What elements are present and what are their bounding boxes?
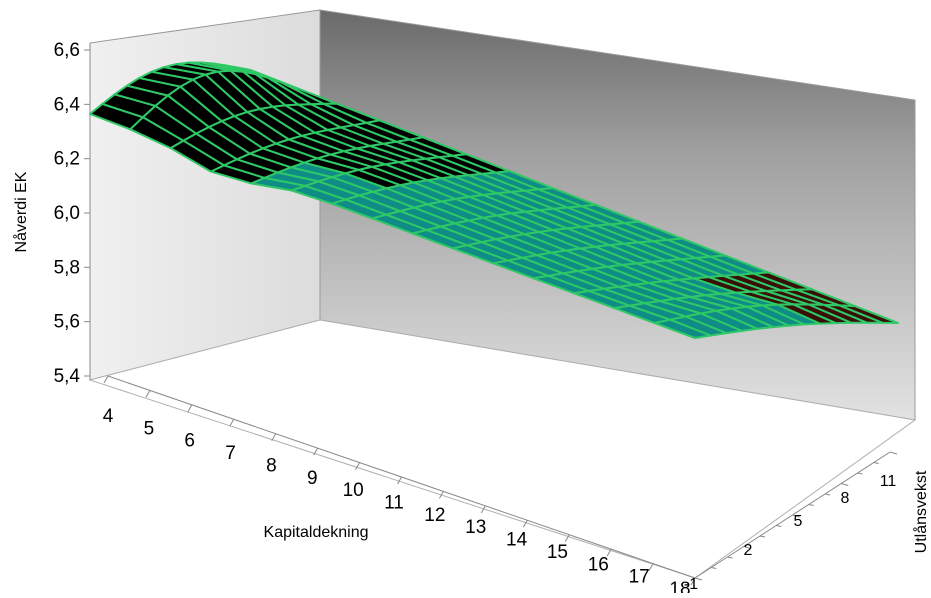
x-tick-label: 16 xyxy=(588,554,609,575)
y-tick-mark xyxy=(694,577,703,581)
y-minor-tick xyxy=(711,567,717,569)
y-tick-mark xyxy=(889,451,898,455)
y-axis-ticks: -1 2 5 8 11 xyxy=(684,451,898,593)
x-tick-mark xyxy=(145,390,151,398)
x-tick-mark xyxy=(187,404,193,413)
x-tick-mark xyxy=(438,491,444,499)
z-tick-label: 6,2 xyxy=(54,149,80,170)
y-axis-title: Utlånsvekst xyxy=(912,470,930,553)
y-minor-tick xyxy=(873,462,879,464)
x-tick-label: 8 xyxy=(266,455,277,476)
z-tick-label: 5,8 xyxy=(54,257,80,278)
y-tick-label: 8 xyxy=(841,490,850,507)
y-tick-mark xyxy=(792,514,800,518)
y-tick-label: 11 xyxy=(880,473,897,490)
y-tick-label: 2 xyxy=(744,542,753,559)
y-tick-mark xyxy=(841,483,849,486)
z-tick-label: 5,4 xyxy=(54,366,81,387)
x-tick-label: 17 xyxy=(629,567,650,588)
x-tick-mark xyxy=(103,375,109,384)
y-tick-label: -1 xyxy=(684,576,698,593)
x-tick-label: 14 xyxy=(506,530,528,551)
x-tick-label: 7 xyxy=(225,443,236,464)
floor xyxy=(88,319,917,579)
y-minor-tick xyxy=(824,493,831,496)
surface-mesh xyxy=(89,61,899,339)
x-axis-title: Kapitaldekning xyxy=(264,524,369,541)
x-tick-label: 5 xyxy=(144,418,155,439)
y-tick-mark xyxy=(743,546,751,549)
y-minor-tick xyxy=(759,535,766,538)
y-minor-tick xyxy=(727,556,733,559)
z-tick-label: 5,6 xyxy=(54,312,80,333)
y-minor-tick xyxy=(776,525,782,527)
x-tick-mark xyxy=(690,577,696,586)
z-axis-ticks: 6,6 6,4 6,2 6,0 5,8 5,6 5,4 xyxy=(54,40,90,387)
x-tick-mark xyxy=(397,476,402,485)
x-tick-mark xyxy=(648,563,654,571)
x-tick-label: 9 xyxy=(307,468,318,489)
x-tick-mark xyxy=(271,433,277,441)
y-tick-label: 5 xyxy=(794,513,803,530)
y-minor-tick xyxy=(808,504,814,506)
x-tick-mark xyxy=(606,548,612,557)
y-minor-tick xyxy=(857,472,863,475)
x-tick-mark xyxy=(229,419,235,427)
x-tick-label: 10 xyxy=(343,480,364,501)
x-tick-mark xyxy=(313,447,319,456)
x-tick-mark xyxy=(522,520,528,528)
x-tick-label: 13 xyxy=(465,517,486,538)
z-tick-label: 6,4 xyxy=(54,94,81,115)
x-tick-mark xyxy=(480,505,486,514)
z-axis-title: Nåverdi EK xyxy=(12,171,30,252)
z-tick-label: 6,0 xyxy=(54,203,80,224)
x-tick-mark xyxy=(355,462,361,470)
x-tick-label: 4 xyxy=(103,406,114,427)
x-tick-label: 11 xyxy=(384,493,404,514)
x-tick-label: 12 xyxy=(424,505,445,526)
surface-cell xyxy=(653,318,712,339)
x-tick-label: 15 xyxy=(547,542,568,563)
z-tick-label: 6,6 xyxy=(54,40,80,61)
x-tick-mark xyxy=(564,534,570,542)
x-tick-label: 6 xyxy=(184,431,195,452)
